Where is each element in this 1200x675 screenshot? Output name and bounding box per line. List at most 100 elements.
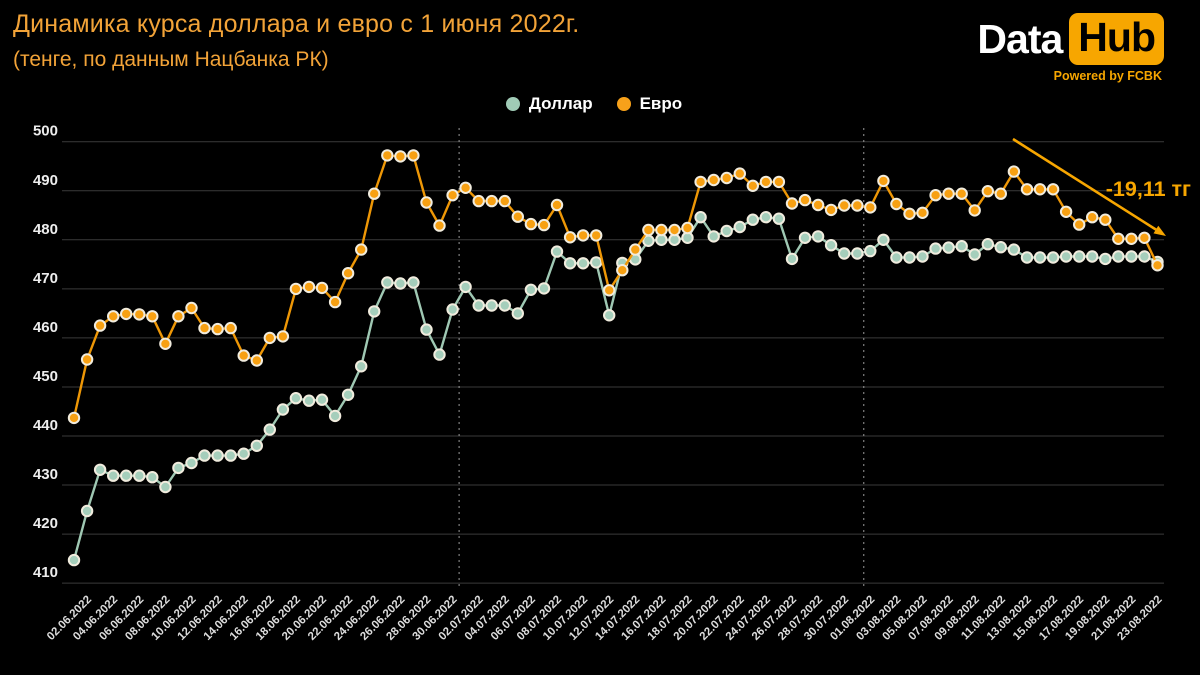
data-point: [655, 223, 668, 237]
dollar-series-dot-icon: [505, 97, 520, 111]
data-point: [211, 322, 224, 336]
data-point: [563, 257, 577, 270]
data-point: [720, 171, 733, 185]
data-point: [916, 250, 929, 263]
data-point: [80, 353, 94, 366]
data-point: [968, 204, 981, 217]
data-point: [302, 280, 316, 294]
data-point: [420, 323, 433, 336]
decline-annotation: -19,11 тг: [1012, 137, 1191, 236]
data-point: [315, 281, 329, 295]
data-point: [472, 299, 485, 312]
data-point: [485, 299, 498, 312]
data-point: [942, 187, 955, 200]
data-point: [798, 193, 812, 207]
data-point: [916, 206, 929, 220]
data-point: [485, 194, 498, 208]
data-point: [890, 197, 903, 211]
data-point: [864, 201, 877, 214]
data-point: [746, 213, 759, 226]
data-point: [1086, 250, 1099, 263]
data-point: [550, 198, 564, 212]
data-point: [1059, 250, 1073, 263]
data-point: [224, 449, 237, 462]
data-point: [211, 449, 224, 462]
data-point: [1099, 252, 1112, 266]
data-point: [1112, 250, 1125, 263]
data-point: [785, 252, 799, 266]
data-point: [968, 248, 981, 261]
data-point: [955, 187, 968, 200]
data-point: [707, 173, 720, 187]
data-point: [524, 283, 538, 296]
data-point: [276, 330, 290, 343]
data-point: [694, 175, 707, 189]
data-point: [159, 337, 172, 350]
data-point: [1138, 231, 1151, 245]
data-point: [733, 220, 746, 234]
data-point: [537, 218, 551, 232]
data-point: [67, 411, 81, 425]
data-point: [576, 229, 590, 242]
data-point: [511, 307, 524, 320]
data-point: [616, 264, 629, 277]
data-point: [811, 198, 825, 212]
data-point: [1020, 251, 1034, 264]
data-point: [498, 299, 511, 312]
y-tick-label: 450: [33, 368, 58, 385]
data-point: [368, 305, 381, 318]
month-separators: [458, 128, 865, 586]
data-point: [133, 469, 146, 482]
data-point: [1046, 251, 1060, 264]
data-point: [1073, 218, 1086, 231]
dollar-series: [67, 211, 1164, 567]
y-tick-label: 430: [33, 466, 58, 483]
data-point: [107, 469, 120, 482]
data-point: [315, 393, 329, 406]
data-point: [93, 319, 107, 332]
data-point: [263, 331, 276, 345]
data-point: [302, 394, 316, 407]
legend-item-euro: Евро: [616, 94, 682, 114]
data-point: [407, 149, 420, 162]
data-point: [93, 463, 107, 476]
data-point: [1125, 232, 1138, 246]
data-point: [289, 282, 303, 296]
data-point: [1138, 250, 1151, 263]
data-point: [851, 247, 864, 260]
data-point: [328, 295, 342, 309]
data-point: [237, 447, 250, 460]
data-point: [720, 224, 733, 238]
data-point: [590, 229, 603, 242]
y-tick-label: 460: [33, 319, 58, 336]
data-point: [603, 284, 616, 297]
data-point: [355, 360, 368, 373]
data-point: [289, 392, 303, 405]
page-subtitle: (тенге, по данным Нацбанка РК): [13, 48, 329, 71]
data-point: [250, 439, 263, 452]
data-point: [498, 194, 511, 208]
euro-series-dot-icon: [616, 97, 631, 111]
y-tick-label: 410: [33, 564, 58, 581]
data-point: [877, 174, 890, 188]
data-point: [120, 307, 133, 321]
page-title: Динамика курса доллара и евро с 1 июня 2…: [13, 10, 580, 38]
legend-label-dollar: Доллар: [528, 94, 593, 113]
data-point: [433, 219, 446, 232]
data-point: [851, 199, 864, 212]
data-point: [877, 233, 890, 247]
data-point: [172, 310, 185, 323]
y-tick-label: 480: [33, 221, 58, 238]
data-point: [159, 480, 172, 494]
data-point: [1073, 250, 1086, 263]
data-point: [1020, 183, 1034, 196]
data-point: [798, 231, 812, 245]
data-point: [250, 354, 263, 367]
data-point: [838, 199, 851, 212]
data-point: [838, 247, 851, 260]
data-point: [198, 449, 211, 462]
data-point: [446, 303, 459, 316]
data-point: [746, 179, 759, 193]
x-axis-labels: 02.06.202204.06.202206.06.202208.06.2022…: [45, 594, 1165, 643]
